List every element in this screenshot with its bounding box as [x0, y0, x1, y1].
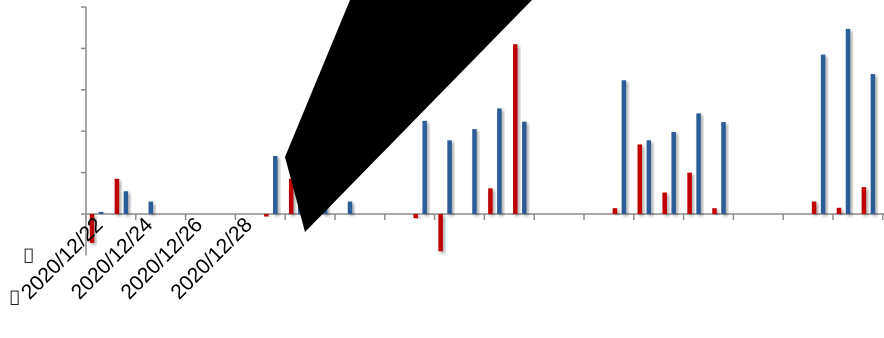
blue-bar — [273, 156, 278, 214]
blue-bar — [422, 120, 427, 214]
blue-bar — [98, 211, 104, 214]
red-bar — [438, 214, 443, 252]
axes — [81, 6, 884, 256]
red-bar — [114, 178, 120, 214]
red-bar — [637, 144, 643, 214]
blue-bar — [472, 129, 477, 214]
red-bar — [662, 192, 667, 214]
blue-bar — [671, 132, 676, 214]
red-bar — [712, 208, 717, 214]
red-bar — [488, 188, 493, 214]
blue-bar — [696, 113, 701, 214]
blue-bar — [497, 108, 502, 214]
blue-bar — [721, 122, 726, 214]
red-bar — [612, 208, 618, 214]
blue-bar — [820, 54, 826, 214]
red-bar — [413, 214, 418, 219]
blue-bar — [522, 121, 527, 214]
blue-bar — [447, 140, 452, 214]
red-bar — [264, 214, 269, 217]
red-bar — [89, 214, 95, 243]
red-bar — [687, 172, 692, 214]
glyph-box-1:   — [24, 245, 34, 264]
red-bar — [288, 178, 294, 214]
blue-bar — [870, 74, 876, 215]
red-bar — [861, 187, 867, 214]
blue-bar — [646, 140, 652, 214]
blue-bar — [621, 80, 627, 214]
black-overlay-shape — [285, 0, 532, 232]
red-bar — [513, 44, 518, 215]
red-bar — [811, 201, 817, 214]
red-bar — [836, 207, 842, 214]
blue-bar — [845, 28, 851, 214]
glyph-box-2:   — [10, 287, 20, 306]
blue-bar — [148, 201, 154, 214]
blue-bar — [123, 191, 129, 214]
bars — [89, 28, 876, 252]
blue-bar — [347, 201, 353, 214]
